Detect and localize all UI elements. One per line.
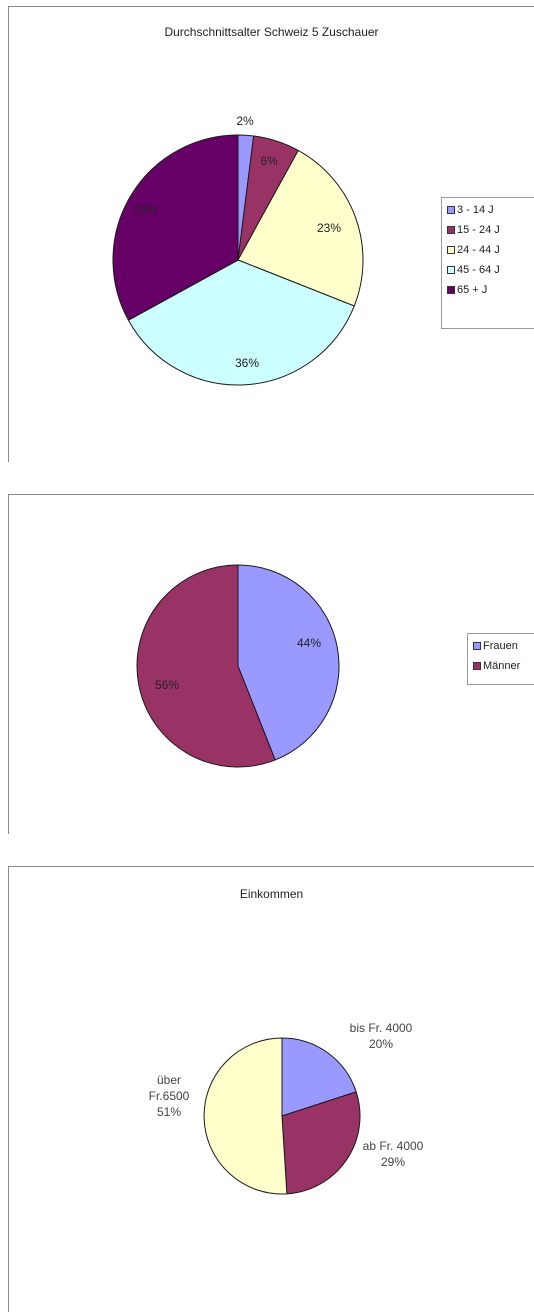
legend-label: 65 + J <box>457 284 488 296</box>
pie-slice-65-j <box>112 134 239 321</box>
legend-label: 45 - 64 J <box>457 264 500 276</box>
data-label-ueber-fr-6500: über Fr.6500 51% <box>149 1073 190 1119</box>
legend-label: Frauen <box>483 640 518 652</box>
data-label-24-44-j: 23% <box>317 221 341 235</box>
legend-item-frauen: Frauen <box>473 636 530 656</box>
legend-label: 24 - 44 J <box>457 244 500 256</box>
data-label-ab-fr-4000: ab Fr. 4000 29% <box>363 1139 424 1169</box>
chart-panel-1: Durchschnittsalter Schweiz 5 Zuschauer 2… <box>8 6 534 462</box>
legend: 3 - 14 J 15 - 24 J 24 - 44 J 45 - 64 J 65 + … <box>441 197 534 329</box>
data-label-15-24-j: 6% <box>260 154 278 168</box>
legend-swatch <box>473 662 481 670</box>
pie-slice-ab-fr-4000 <box>281 1091 361 1195</box>
data-label-bis-fr-4000: bis Fr. 4000 20% <box>350 1021 413 1051</box>
legend-swatch <box>447 206 455 214</box>
pie-slice-ueber-fr-6500 <box>203 1037 288 1195</box>
legend-item-maenner: Männer <box>473 656 530 676</box>
pie-slice-45-64-j <box>127 259 355 386</box>
legend-item-3-14-j: 3 - 14 J <box>447 200 530 220</box>
legend-swatch <box>447 266 455 274</box>
pie-slice-maenner <box>136 564 276 768</box>
pie-chart-income: bis Fr. 4000 20% ab Fr. 4000 29% über Fr.6500… <box>149 1021 424 1195</box>
legend-item-24-44-j: 24 - 44 J <box>447 240 530 260</box>
legend-swatch <box>447 226 455 234</box>
pie-slice-bis-fr-4000 <box>281 1037 357 1117</box>
legend-swatch <box>447 286 455 294</box>
legend-label: 3 - 14 J <box>457 204 494 216</box>
pie-chart-age: 2% 6% 23% 36% 33% <box>112 114 364 386</box>
legend-label: Männer <box>483 660 521 672</box>
pie-slice-24-44-j <box>237 149 364 307</box>
legend-swatch <box>447 246 455 254</box>
legend-item-65-j: 65 + J <box>447 280 530 300</box>
chart-title: Durchschnittsalter Schweiz 5 Zuschauer <box>164 25 379 39</box>
legend-swatch <box>473 642 481 650</box>
legend-item-45-64-j: 45 - 64 J <box>447 260 530 280</box>
chart-panel-2: 44% 56% Frauen Männer <box>8 494 534 834</box>
data-label-45-64-j: 36% <box>235 356 259 370</box>
data-label-3-14-j: 2% <box>236 114 254 128</box>
data-label-maenner: 56% <box>155 678 179 692</box>
chart-title: Einkommen <box>239 887 304 901</box>
chart-panel-3: Einkommen bis Fr. 4000 20% ab Fr. 4000 29% ü… <box>8 866 534 1312</box>
legend-item-15-24-j: 15 - 24 J <box>447 220 530 240</box>
pie-chart-gender: 44% 56% <box>136 564 340 768</box>
data-label-frauen: 44% <box>297 636 321 650</box>
legend-label: 15 - 24 J <box>457 224 500 236</box>
legend: Frauen Männer <box>467 633 534 685</box>
pie-slice-frauen <box>237 564 340 761</box>
data-label-65-j: 33% <box>133 203 157 217</box>
